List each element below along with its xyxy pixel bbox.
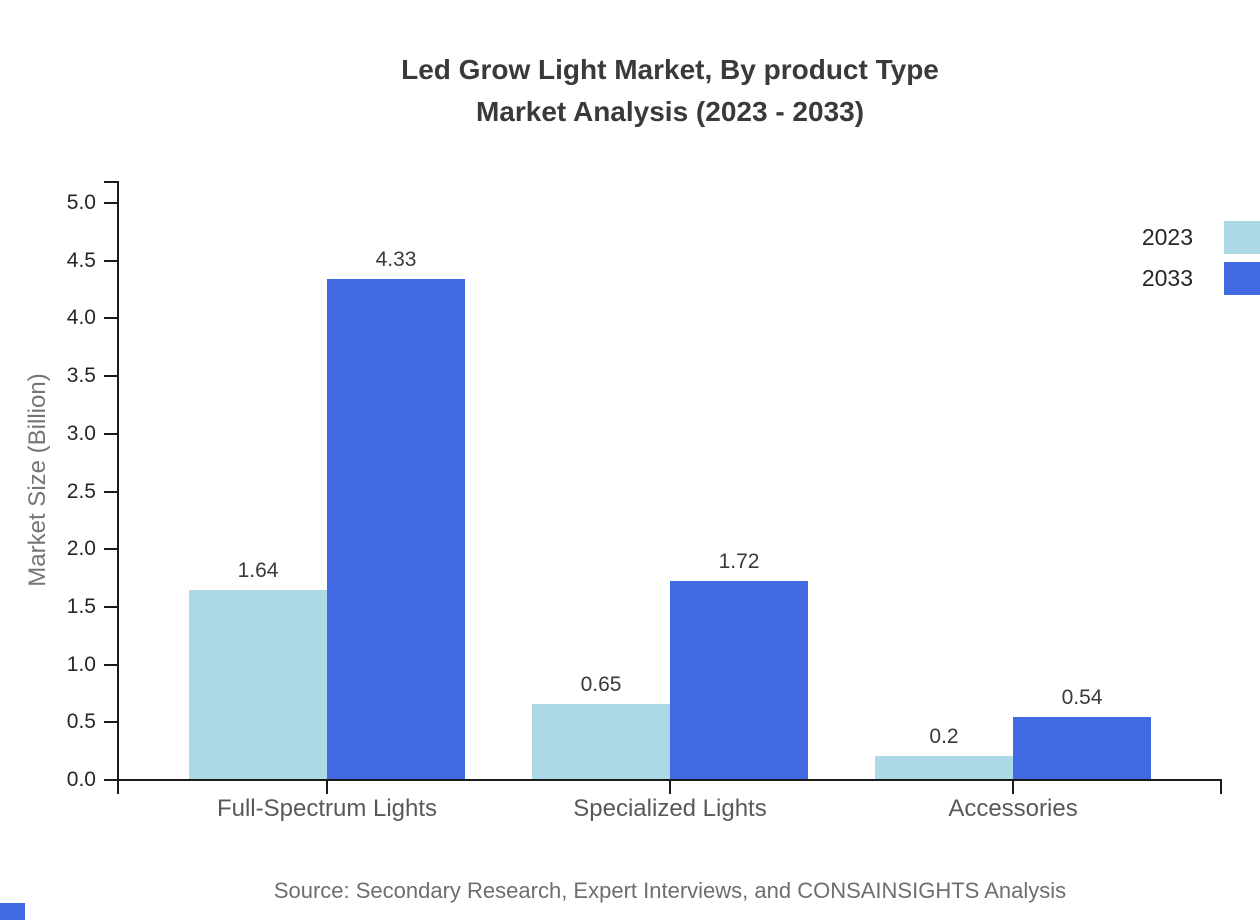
x-axis-spine — [117, 779, 1222, 781]
bar-2033-accessories — [1013, 717, 1151, 779]
brand-logo-square — [0, 903, 25, 920]
legend-label-2023: 2023 — [1141, 224, 1193, 250]
y-tick-label: 0.0 — [66, 768, 96, 791]
y-tick-label: 4.5 — [66, 249, 96, 272]
y-tick — [104, 606, 118, 608]
y-tick — [104, 779, 118, 781]
category-label: Accessories — [948, 795, 1078, 822]
bar-2023-specialized-lights — [532, 704, 670, 779]
bar-2023-full-spectrum-lights — [189, 590, 327, 779]
y-tick-label: 4.0 — [66, 306, 96, 329]
bar-value-label: 0.65 — [580, 673, 622, 696]
y-tick-label: 1.0 — [66, 653, 96, 676]
legend-item-2023: 2023 — [0, 221, 1260, 254]
y-tick — [104, 202, 118, 204]
x-tick — [669, 781, 671, 794]
y-tick — [104, 491, 118, 493]
y-tick-label: 0.5 — [66, 710, 96, 733]
y-tick — [104, 375, 118, 377]
y-axis-title: Market Size (Billion) — [24, 373, 51, 587]
category-label: Full-Spectrum Lights — [216, 795, 438, 822]
y-tick — [104, 260, 118, 262]
y-tick-label: 3.5 — [66, 364, 96, 387]
legend-item-2033: 2033 — [0, 262, 1260, 295]
chart-title-line1: Led Grow Light Market, By product Type — [401, 54, 939, 85]
legend-swatch-2033 — [1224, 262, 1260, 295]
bar-value-label: 1.72 — [718, 550, 760, 573]
y-tick — [104, 548, 118, 550]
bar-2033-full-spectrum-lights — [327, 279, 465, 779]
y-tick — [104, 664, 118, 666]
legend-swatch-2023 — [1224, 221, 1260, 254]
chart-title: Led Grow Light Market, By product Type M… — [118, 49, 1222, 133]
bar-value-label: 1.64 — [237, 559, 279, 582]
y-tick — [104, 721, 118, 723]
category-label: Specialized Lights — [573, 795, 767, 822]
bar-value-label: 0.54 — [1061, 686, 1103, 709]
y-tick-label: 2.0 — [66, 537, 96, 560]
bar-2033-specialized-lights — [670, 581, 808, 779]
y-axis-spine — [117, 181, 119, 794]
source-note: Source: Secondary Research, Expert Inter… — [273, 878, 1067, 903]
y-tick — [104, 433, 118, 435]
x-tick — [1012, 781, 1014, 794]
y-tick-label: 5.0 — [66, 191, 96, 214]
bar-2023-accessories — [875, 756, 1013, 779]
y-axis-top-cap — [104, 181, 118, 183]
y-tick-label: 3.0 — [66, 422, 96, 445]
bar-value-label: 0.2 — [929, 725, 959, 748]
x-axis-end-tick — [1220, 779, 1222, 794]
x-tick — [326, 781, 328, 794]
bar-value-label: 4.33 — [375, 248, 417, 271]
chart-title-line2: Market Analysis (2023 - 2033) — [475, 96, 865, 127]
y-tick-label: 2.5 — [66, 480, 96, 503]
legend-label-2033: 2033 — [1141, 265, 1193, 291]
y-tick-label: 1.5 — [66, 595, 96, 618]
y-tick — [104, 317, 118, 319]
